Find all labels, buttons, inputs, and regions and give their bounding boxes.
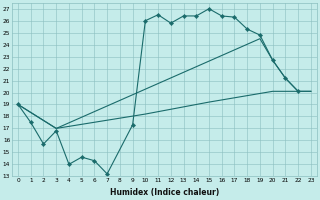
X-axis label: Humidex (Indice chaleur): Humidex (Indice chaleur)	[110, 188, 219, 197]
